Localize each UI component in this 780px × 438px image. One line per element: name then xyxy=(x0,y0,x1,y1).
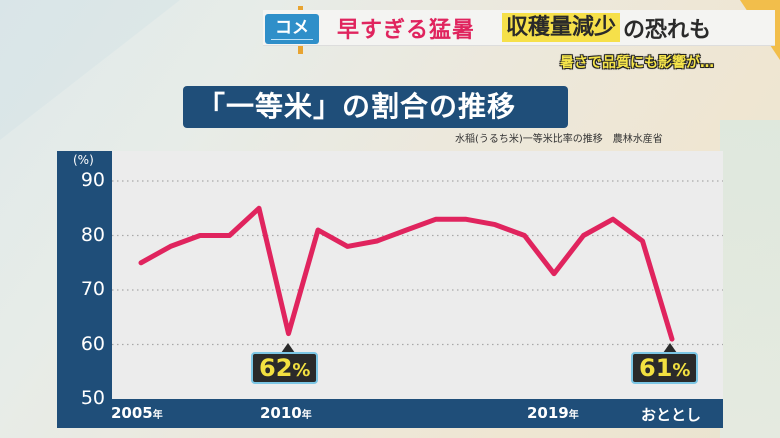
y-tick-60: 60 xyxy=(80,333,105,355)
y-tick-70: 70 xyxy=(80,278,105,300)
y-axis-unit: (%) xyxy=(73,153,94,167)
x-tick-last: おととし xyxy=(641,406,702,424)
callout-arrow xyxy=(281,343,295,353)
background-facet xyxy=(720,120,780,438)
x-tick-2010: 2010年 xyxy=(260,404,312,422)
x-tick-2005: 2005年 xyxy=(111,404,163,422)
plot-area xyxy=(112,151,723,399)
chart-title: 「一等米」の割合の推移 xyxy=(183,86,568,128)
headline-red: 早すぎる猛暑 xyxy=(337,18,476,43)
category-tag: コメ xyxy=(265,14,319,44)
data-line xyxy=(138,205,675,342)
headline-tail: の恐れも xyxy=(623,18,712,43)
subheadline: 暑さで品質にも影響が… xyxy=(560,55,714,71)
y-tick-50: 50 xyxy=(80,387,105,409)
line-chart xyxy=(112,180,723,346)
callout-2010: 62% xyxy=(251,352,319,384)
background-facet xyxy=(0,0,180,140)
callout-last: 61% xyxy=(631,352,699,384)
y-tick-80: 80 xyxy=(80,224,105,246)
y-axis-bar xyxy=(57,151,112,428)
x-axis-bar xyxy=(57,399,723,428)
chart-source: 水稲(うるち米)一等米比率の推移 農林水産省 xyxy=(455,134,663,145)
callout-arrow xyxy=(663,343,677,353)
x-tick-2019: 2019年 xyxy=(527,404,579,422)
chart: (%) 90 80 70 60 50 2005年 2010年 2019年 おとと… xyxy=(57,151,723,428)
headline-highlight: 収穫量減少 xyxy=(502,13,621,42)
y-tick-90: 90 xyxy=(80,169,105,191)
